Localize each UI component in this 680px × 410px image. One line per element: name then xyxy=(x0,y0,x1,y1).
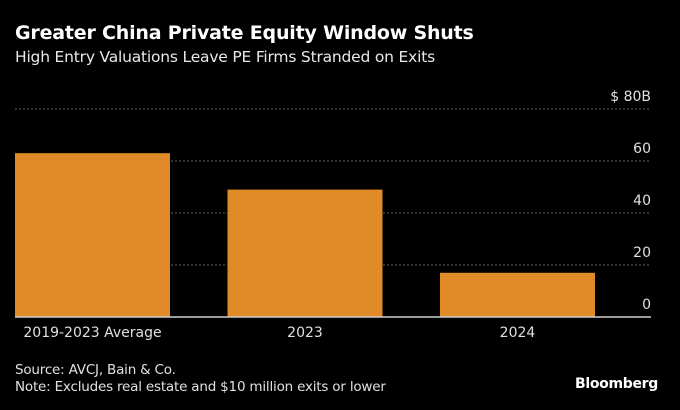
source-note: Source: AVCJ, Bain & Co. xyxy=(15,362,176,378)
chart-title: Greater China Private Equity Window Shut… xyxy=(15,22,474,44)
x-category-label: 2023 xyxy=(287,325,323,341)
exclusion-note: Note: Excludes real estate and $10 milli… xyxy=(15,379,386,395)
y-axis-ticks: 0 20 40 60 $ 80B xyxy=(610,89,651,313)
chart-footer: Source: AVCJ, Bain & Co. Note: Excludes … xyxy=(15,362,386,396)
x-category-label: 2019-2023 Average xyxy=(23,325,161,341)
y-tick-label: 0 xyxy=(642,297,651,313)
bar xyxy=(440,272,595,317)
y-tick-label: $ 80B xyxy=(610,89,651,105)
y-tick-label: 20 xyxy=(633,245,651,261)
x-category-label: 2024 xyxy=(500,325,536,341)
bars xyxy=(15,153,595,317)
y-tick-label: 40 xyxy=(633,193,651,209)
bloomberg-logo: Bloomberg xyxy=(574,376,658,392)
x-axis-categories: 2019-2023 Average 2023 2024 xyxy=(23,325,535,341)
chart-subtitle: High Entry Valuations Leave PE Firms Str… xyxy=(15,48,435,66)
bar xyxy=(15,153,170,317)
bar xyxy=(227,189,383,317)
y-tick-label: 60 xyxy=(633,141,651,157)
